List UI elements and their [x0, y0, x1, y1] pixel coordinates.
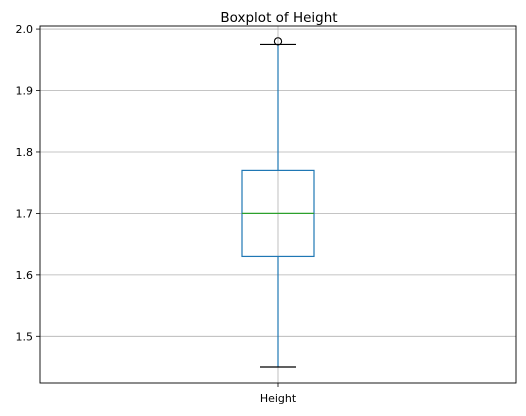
y-tick-label: 1.8 [16, 146, 34, 159]
box-layer [241, 37, 315, 368]
y-tick-label: 2.0 [16, 23, 34, 36]
axis-layer: 1.5 1.6 1.7 1.8 1.9 2.0 Height [16, 23, 297, 405]
y-tick-label: 1.5 [16, 330, 34, 343]
plot-frame [39, 25, 517, 384]
y-tick-label: 1.9 [16, 85, 34, 98]
chart-title: Boxplot of Height [220, 10, 337, 26]
y-tick-label: 1.6 [16, 269, 34, 282]
x-tick-label: Height [260, 392, 297, 405]
outlier-point [273, 37, 283, 46]
y-tick-label: 1.7 [16, 207, 34, 220]
